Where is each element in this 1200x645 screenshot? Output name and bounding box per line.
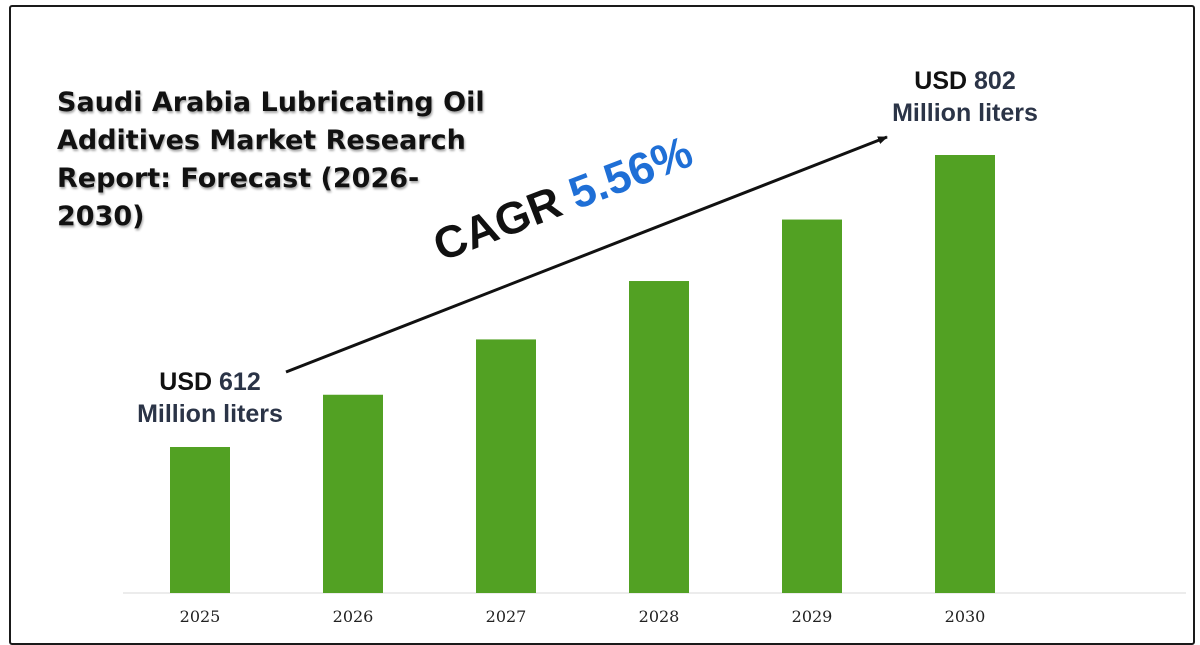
x-tick-label: 2026	[333, 607, 374, 626]
cagr-arrow	[285, 135, 888, 374]
page-title: Saudi Arabia Lubricating Oil Additives M…	[57, 87, 485, 232]
start-value-line: USD 612	[110, 366, 310, 398]
start-value-callout: USD 612 Million liters	[110, 366, 310, 430]
x-tick-label: 2029	[792, 607, 833, 626]
bar-2025	[170, 447, 230, 593]
end-unit: Million liters	[892, 99, 1038, 127]
x-tick-labels: 2025 2026 2027 2028 2029 2030	[180, 607, 986, 626]
x-tick-label: 2030	[945, 607, 986, 626]
bar-2029	[782, 219, 842, 593]
start-currency: USD	[159, 368, 213, 396]
bar-2027	[476, 339, 536, 593]
end-value-line: USD 802	[860, 65, 1070, 97]
bar-2030	[935, 155, 995, 593]
bar-2026	[323, 394, 383, 593]
start-value: 612	[219, 368, 261, 396]
x-tick-label: 2028	[639, 607, 680, 626]
bar-chart: 2025 2026 2027 2028 2029 2030	[123, 135, 1186, 626]
x-tick-label: 2025	[180, 607, 221, 626]
x-tick-label: 2027	[486, 607, 527, 626]
start-unit: Million liters	[137, 400, 283, 428]
bar-2028	[629, 281, 689, 593]
bar-group	[170, 155, 995, 593]
end-value: 802	[974, 67, 1016, 95]
end-value-callout: USD 802 Million liters	[860, 65, 1070, 129]
end-currency: USD	[914, 67, 968, 95]
